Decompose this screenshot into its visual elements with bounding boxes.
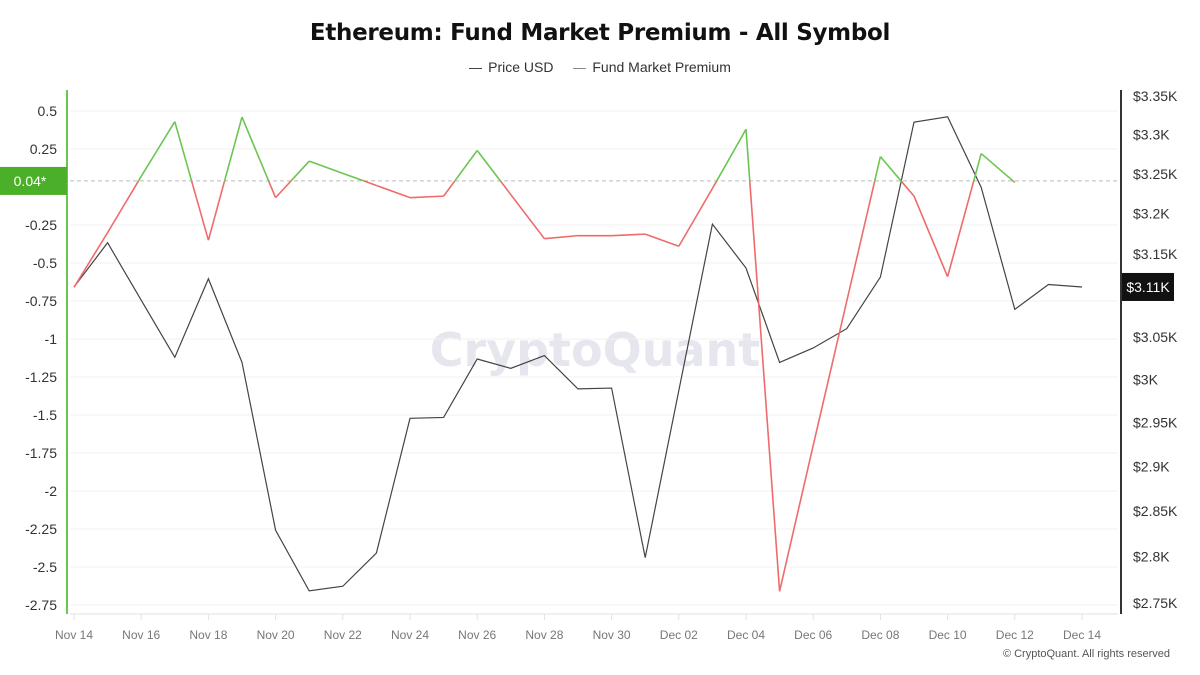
- premium-segment: [376, 184, 411, 199]
- premium-segment: [846, 180, 876, 302]
- left-tick-label: -2.5: [33, 559, 57, 575]
- legend-item-price[interactable]: Price USD: [469, 59, 553, 75]
- left-value-marker: [0, 166, 67, 195]
- legend-swatch-price: [469, 67, 483, 69]
- x-tick-label: Nov 20: [257, 628, 295, 642]
- x-tick-label: Nov 24: [391, 628, 429, 642]
- legend-label-price: Price USD: [488, 59, 554, 75]
- right-tick-label: $3.25K: [1133, 166, 1178, 182]
- premium-segment: [900, 180, 915, 197]
- premium-segment: [223, 116, 243, 182]
- left-tick-label: -2.25: [25, 521, 57, 537]
- x-tick-label: Nov 18: [189, 628, 227, 642]
- x-tick-label: Dec 06: [794, 628, 832, 642]
- left-tick-label: 0.25: [30, 141, 57, 157]
- left-tick-label: -0.75: [25, 293, 57, 309]
- premium-segment: [812, 300, 848, 446]
- legend-item-premium[interactable]: Fund Market Premium: [573, 59, 731, 75]
- premium-segment: [745, 129, 751, 181]
- left-tick-label: -0.25: [25, 217, 57, 233]
- premium-segment: [972, 153, 982, 182]
- left-tick-label: -2: [45, 483, 58, 499]
- x-tick-label: Nov 22: [324, 628, 362, 642]
- left-tick-label: -0.5: [33, 255, 57, 271]
- premium-segment: [946, 180, 975, 277]
- x-tick-label: Nov 28: [525, 628, 563, 642]
- premium-segment: [873, 156, 882, 182]
- x-tick-label: Nov 26: [458, 628, 496, 642]
- premium-segment: [342, 172, 365, 182]
- right-tick-label: $3.15K: [1133, 246, 1178, 262]
- premium-segment: [174, 121, 193, 182]
- right-tick-label: $3.2K: [1133, 206, 1170, 222]
- legend-label-premium: Fund Market Premium: [592, 59, 731, 75]
- premium-segment: [442, 180, 456, 197]
- right-tick-label: $3K: [1133, 371, 1159, 387]
- premium-segment: [190, 180, 210, 241]
- premium-segment: [678, 188, 714, 247]
- premium-segment: [711, 180, 718, 189]
- watermark: CryptoQuant: [430, 323, 761, 377]
- premium-segment: [1012, 180, 1016, 184]
- left-tick-label: -1.5: [33, 407, 57, 423]
- premium-segment: [106, 180, 140, 234]
- x-tick-label: Nov 14: [55, 628, 93, 642]
- right-tick-label: $2.9K: [1133, 459, 1170, 475]
- premium-segment: [290, 160, 310, 182]
- left-tick-label: 0.5: [38, 103, 58, 119]
- chart-title: Ethereum: Fund Market Premium - All Symb…: [309, 20, 891, 46]
- x-tick-label: Dec 08: [861, 628, 899, 642]
- x-tick-label: Nov 16: [122, 628, 160, 642]
- left-tick-label: -1: [45, 331, 58, 347]
- x-tick-label: Dec 02: [660, 628, 698, 642]
- premium-segment: [544, 234, 579, 240]
- right-tick-label: $2.85K: [1133, 503, 1178, 519]
- premium-segment: [207, 180, 226, 241]
- premium-segment: [409, 195, 444, 199]
- legend-swatch-premium: [573, 67, 587, 69]
- premium-segment: [980, 152, 1014, 182]
- premium-segment: [267, 180, 277, 198]
- right-tick-label: $2.8K: [1133, 549, 1170, 565]
- right-value-marker: [1122, 272, 1174, 301]
- left-value-marker-label: 0.04*: [14, 173, 47, 189]
- premium-segment: [778, 445, 814, 592]
- premium-segment: [510, 194, 546, 240]
- premium-segment: [716, 128, 747, 182]
- premium-segment: [499, 180, 512, 196]
- premium-segment: [308, 160, 344, 175]
- premium-segment: [644, 233, 680, 248]
- x-tick-label: Nov 30: [593, 628, 631, 642]
- right-tick-label: $3.05K: [1133, 329, 1178, 345]
- copyright-footer: © CryptoQuant. All rights reserved: [1002, 648, 1170, 660]
- x-tick-label: Dec 12: [996, 628, 1034, 642]
- premium-segment: [748, 180, 781, 592]
- premium-segment: [241, 116, 270, 182]
- legend: Price USD Fund Market Premium: [0, 59, 1200, 75]
- right-value-marker-label: $3.11K: [1126, 279, 1170, 295]
- premium-segment: [611, 233, 646, 237]
- left-tick-label: -1.25: [25, 369, 57, 385]
- premium-segment: [454, 150, 478, 182]
- x-tick-label: Dec 04: [727, 628, 765, 642]
- left-tick-label: -1.75: [25, 445, 57, 461]
- premium-segment: [275, 180, 292, 199]
- left-tick-label: -2.75: [25, 597, 57, 613]
- premium-segment: [363, 180, 377, 187]
- right-tick-label: $2.95K: [1133, 415, 1178, 431]
- right-tick-label: $2.75K: [1133, 595, 1178, 611]
- premium-segment: [879, 156, 902, 182]
- premium-segment: [913, 195, 949, 277]
- right-tick-label: $3.35K: [1133, 88, 1178, 104]
- x-tick-label: Dec 14: [1063, 628, 1101, 642]
- x-tick-label: Dec 10: [929, 628, 967, 642]
- right-tick-label: $3.3K: [1133, 127, 1170, 143]
- premium-segment: [140, 121, 176, 177]
- premium-segment: [476, 150, 502, 182]
- premium-segment: [73, 232, 109, 288]
- premium-segment: [137, 175, 142, 182]
